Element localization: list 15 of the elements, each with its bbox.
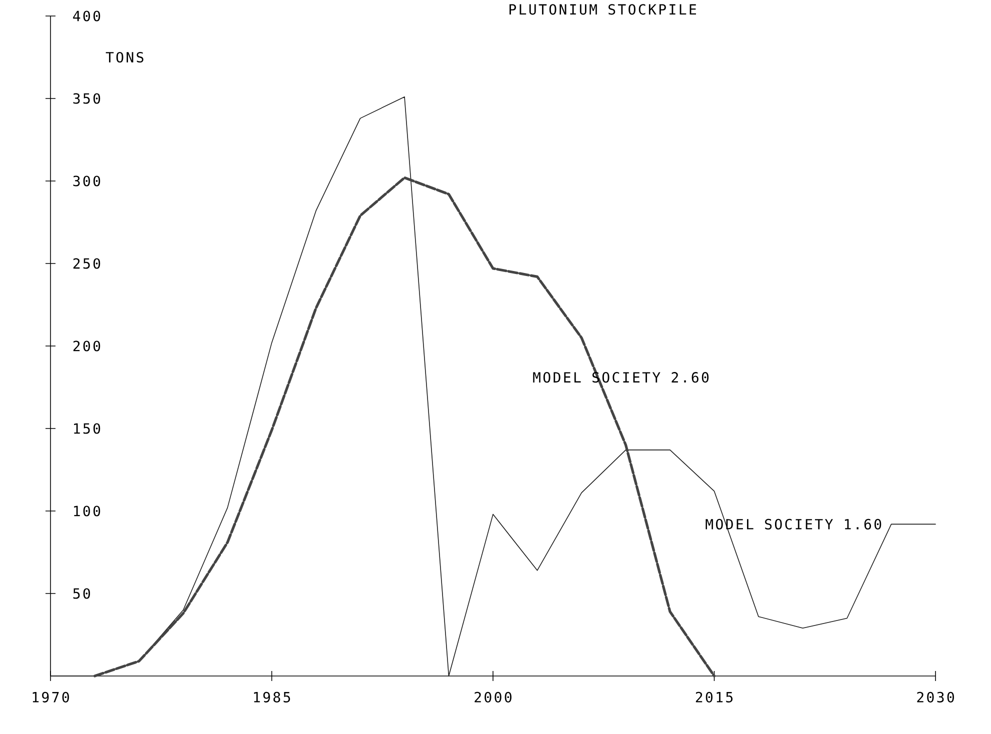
x-tick-label: 2000 [474,692,512,702]
y-tick-label: 250 [73,258,100,269]
x-tick-label: 1985 [254,692,290,702]
x-tick-label: 1970 [32,692,69,702]
y-tick-label: 350 [73,93,100,104]
y-tick-label: 400 [73,10,100,22]
y-tick-label: 50 [73,588,90,599]
y-tick-label: 100 [74,506,100,516]
y-tick-label: 150 [74,423,100,434]
y-tick-label: 300 [73,176,100,186]
chart-title: PLUTONIUM STOCKPILE [510,4,696,15]
y-tick-label: 200 [73,340,100,352]
y-axis-title: TONS [106,52,144,63]
x-tick-label: 2030 [917,692,954,702]
x-tick-label: 2015 [696,692,733,702]
